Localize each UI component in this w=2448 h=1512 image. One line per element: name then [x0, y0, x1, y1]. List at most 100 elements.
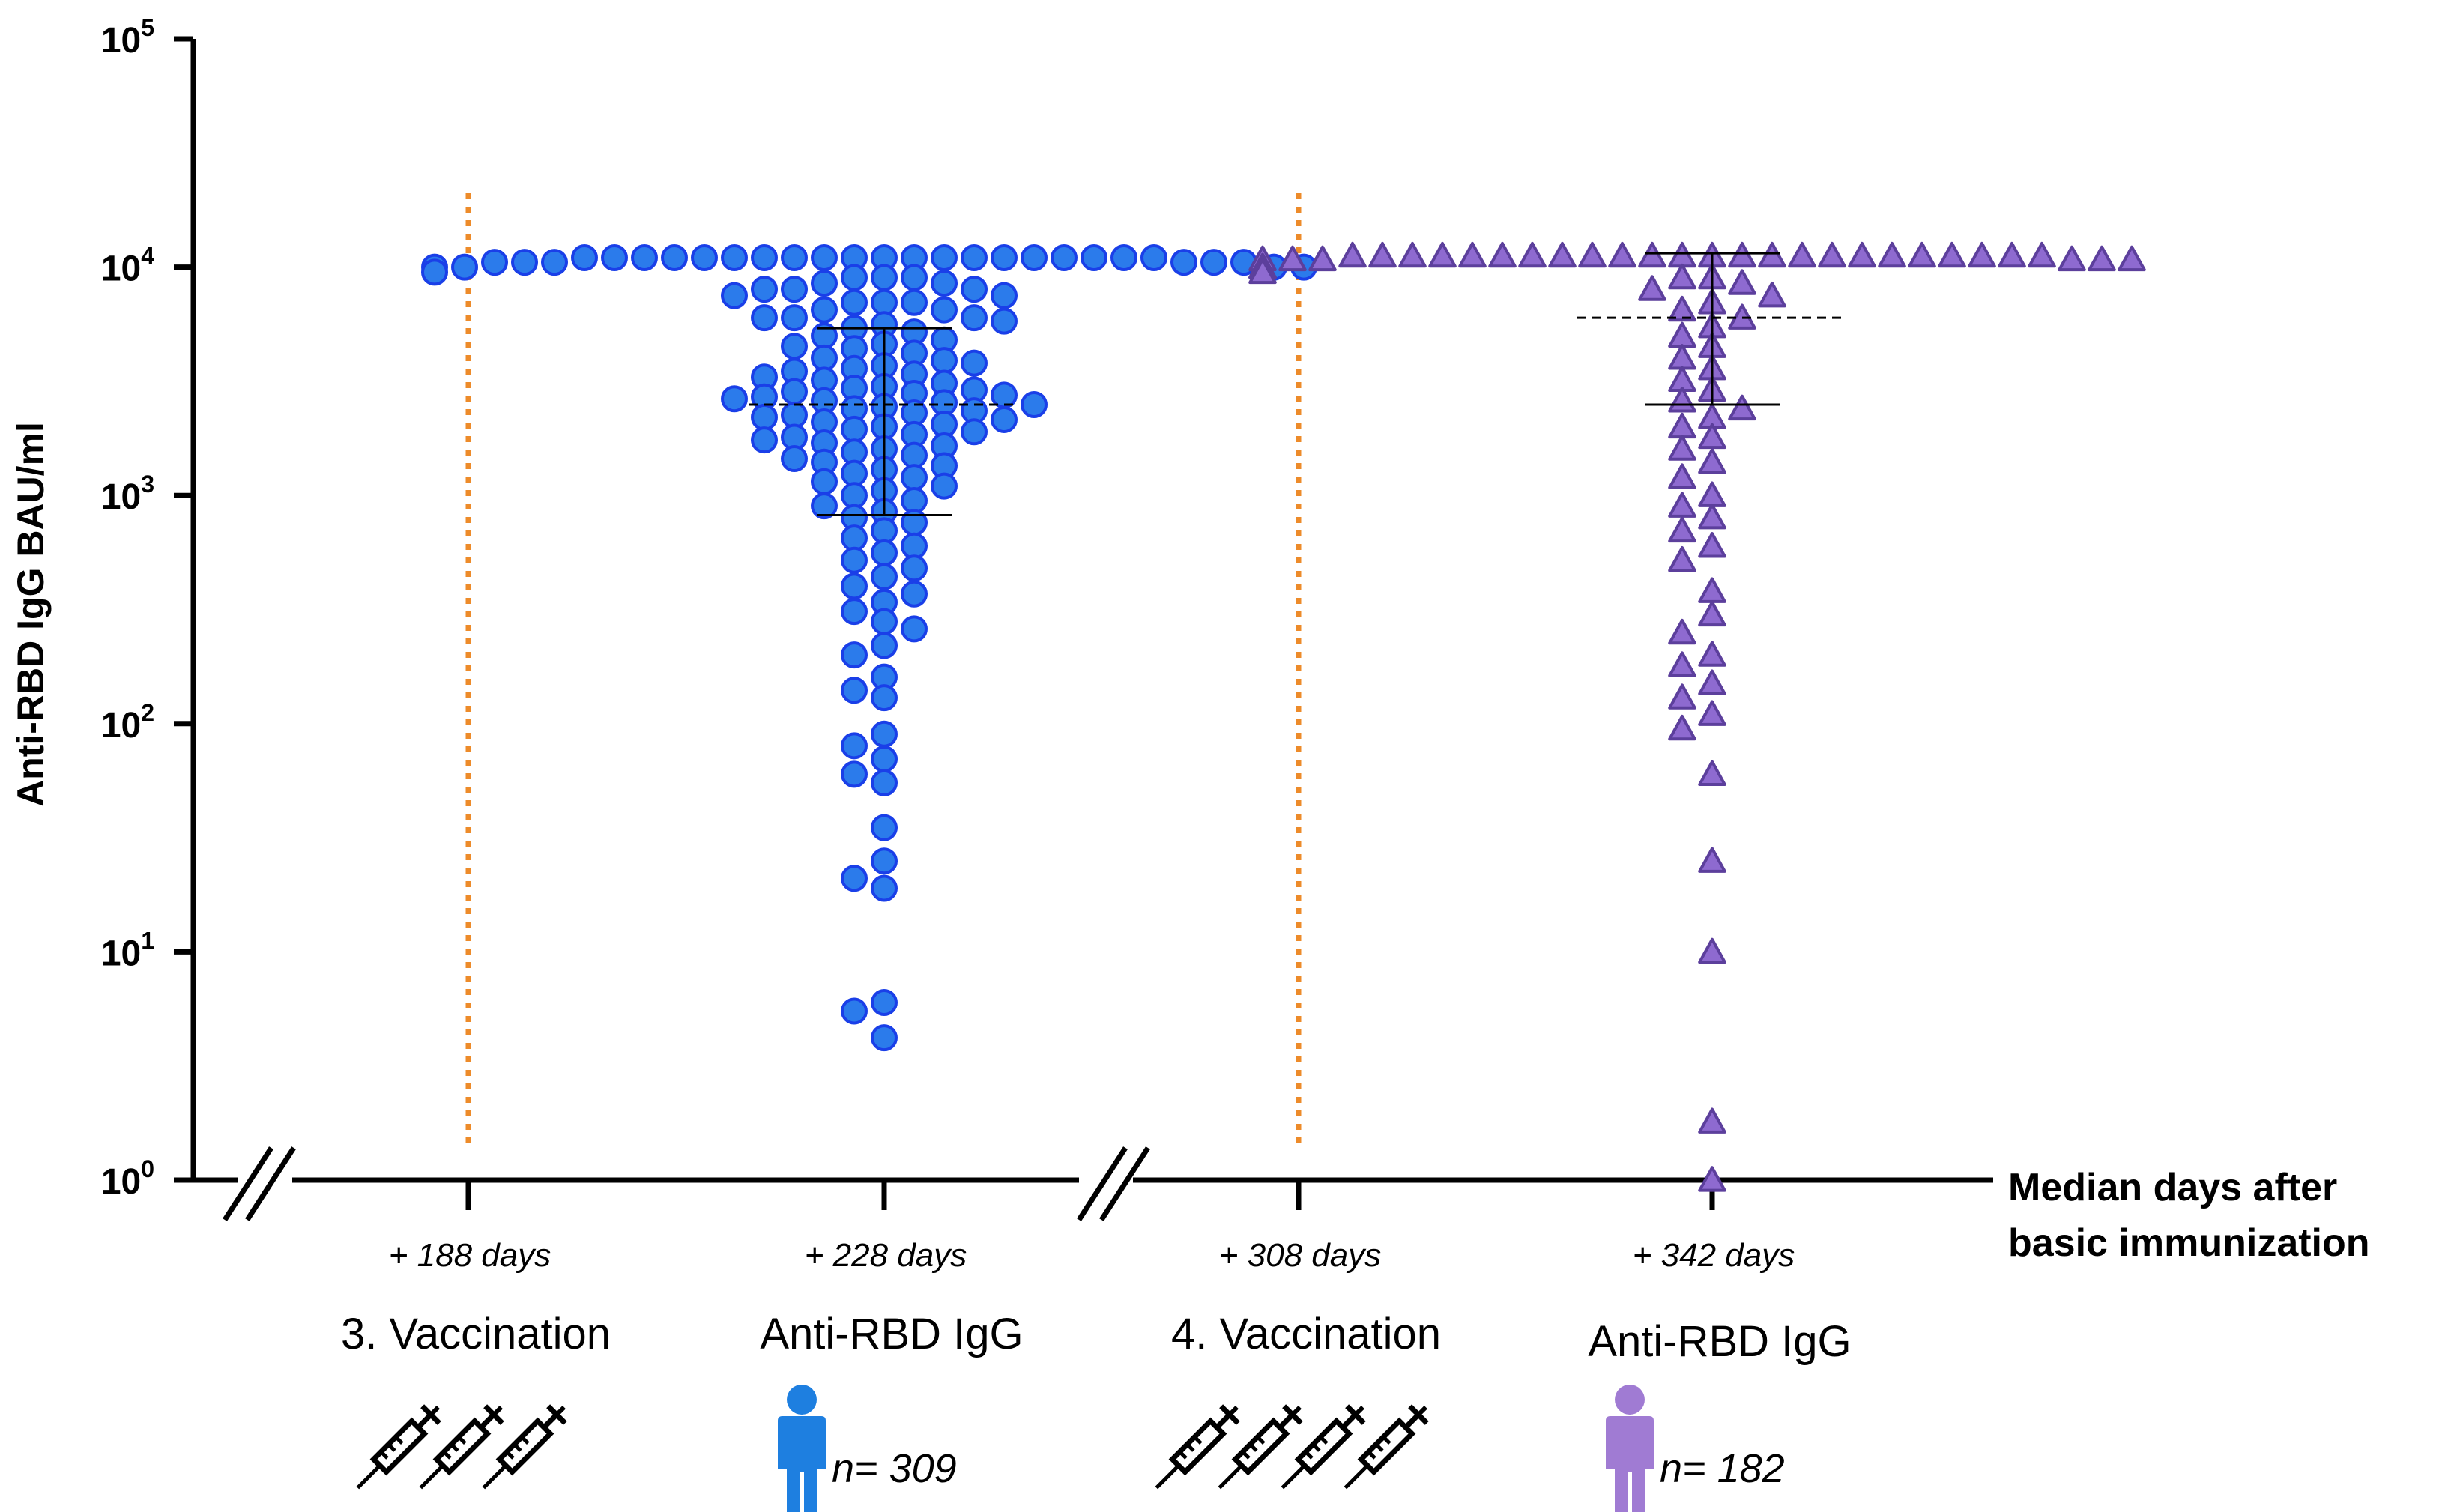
data-point [841, 482, 868, 509]
data-point [1081, 244, 1107, 271]
y-tick-label: 100 [101, 1155, 154, 1202]
data-point [1668, 714, 1696, 741]
group-label: Anti-RBD IgG [760, 1310, 1023, 1358]
data-point [751, 426, 778, 454]
axis-break-mark [1077, 1146, 1128, 1221]
data-point [871, 517, 898, 545]
data-point [1638, 241, 1666, 268]
data-point [841, 415, 868, 443]
data-point [781, 401, 808, 429]
data-point [841, 459, 868, 487]
data-point [841, 598, 868, 626]
data-point [871, 769, 898, 796]
syringe-icon [356, 1404, 441, 1490]
data-point [1698, 641, 1726, 667]
data-point [781, 445, 808, 473]
x-axis-title-line2: basic immunization [2008, 1221, 2370, 1265]
data-point [1518, 241, 1547, 268]
data-point [961, 349, 988, 377]
data-point [841, 760, 868, 788]
category-labels: + 188 days 3. Vaccination + 228 days Anti-R… [341, 1237, 1852, 1512]
data-point [811, 296, 838, 324]
data-point [841, 288, 868, 316]
data-point [871, 988, 898, 1016]
data-point [991, 405, 1018, 433]
data-point [871, 539, 898, 566]
data-point [1200, 249, 1227, 276]
data-point [811, 344, 838, 372]
data-point [1668, 463, 1696, 489]
data-point [1788, 241, 1816, 268]
data-point [811, 468, 838, 495]
y-axis-title: Anti-RBD IgG BAU/ml [10, 422, 52, 807]
data-point [1668, 618, 1696, 645]
y-tick-label: 101 [101, 927, 154, 973]
data-point [1848, 241, 1876, 268]
data-point [511, 249, 538, 276]
data-point [751, 403, 778, 431]
data-point [421, 258, 448, 286]
data-point [1698, 1166, 1726, 1192]
axis-break-mark [1099, 1146, 1150, 1221]
n-label: n= 309 [832, 1446, 957, 1491]
data-point [871, 814, 898, 841]
data-point [2028, 241, 2056, 268]
data-point [1698, 669, 1726, 695]
data-point [1698, 447, 1726, 474]
data-point [1668, 241, 1696, 268]
data-point [931, 244, 958, 271]
data-point [901, 264, 928, 291]
data-point [1698, 577, 1726, 603]
data-point [1728, 303, 1756, 330]
data-points [421, 241, 2146, 1192]
data-point [871, 720, 898, 748]
data-point [1668, 683, 1696, 710]
syringe-icon [419, 1404, 504, 1490]
data-point [1698, 423, 1726, 450]
x-axis-title-line1: Median days after [2008, 1166, 2337, 1209]
data-point [871, 608, 898, 635]
data-point [1608, 241, 1636, 268]
data-point [541, 249, 568, 276]
data-point [481, 249, 508, 276]
data-point [571, 244, 598, 271]
data-point [1248, 258, 1277, 285]
data-point [1368, 241, 1397, 268]
data-point [781, 378, 808, 405]
data-point [961, 418, 988, 446]
data-point [871, 874, 898, 902]
y-tick-label: 103 [101, 471, 154, 517]
data-point [871, 264, 898, 291]
data-point [1668, 545, 1696, 572]
summary-lines [749, 252, 1847, 516]
data-point [991, 244, 1018, 271]
data-point [721, 282, 748, 309]
data-point [1698, 937, 1726, 964]
data-point [871, 684, 898, 712]
data-point [931, 347, 958, 375]
days-label: + 188 days [389, 1237, 551, 1274]
data-point [991, 282, 1018, 309]
data-point [1668, 295, 1696, 322]
syringe-icon [1155, 1404, 1240, 1490]
data-point [1698, 600, 1726, 627]
data-point [1488, 241, 1517, 268]
y-axis: 100 101 102 103 104 105 [101, 14, 196, 1202]
data-point [721, 244, 748, 271]
syringe-icon [482, 1404, 567, 1490]
data-point [1110, 244, 1137, 271]
data-point [1668, 344, 1696, 370]
data-point [1021, 390, 1048, 418]
data-point [961, 304, 988, 332]
data-point [931, 270, 958, 297]
data-point [901, 532, 928, 560]
data-point [841, 677, 868, 704]
data-point [1051, 244, 1078, 271]
data-point [901, 464, 928, 492]
n-label: n= 182 [1660, 1446, 1785, 1491]
data-point [1968, 241, 1996, 268]
data-point [1758, 281, 1786, 308]
data-point [1668, 651, 1696, 677]
data-point [1698, 1107, 1726, 1134]
